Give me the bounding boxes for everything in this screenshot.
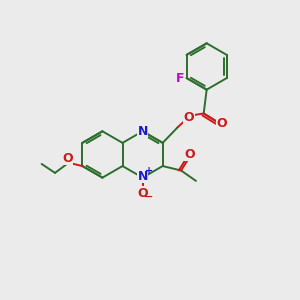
Text: O: O: [184, 110, 194, 124]
Text: F: F: [176, 72, 184, 85]
Text: +: +: [145, 166, 153, 176]
Text: N: N: [137, 125, 148, 138]
Text: O: O: [184, 148, 195, 161]
Text: N: N: [137, 170, 148, 183]
Text: O: O: [137, 187, 148, 200]
Text: O: O: [217, 117, 227, 130]
Text: −: −: [144, 192, 153, 202]
Text: O: O: [62, 152, 73, 164]
